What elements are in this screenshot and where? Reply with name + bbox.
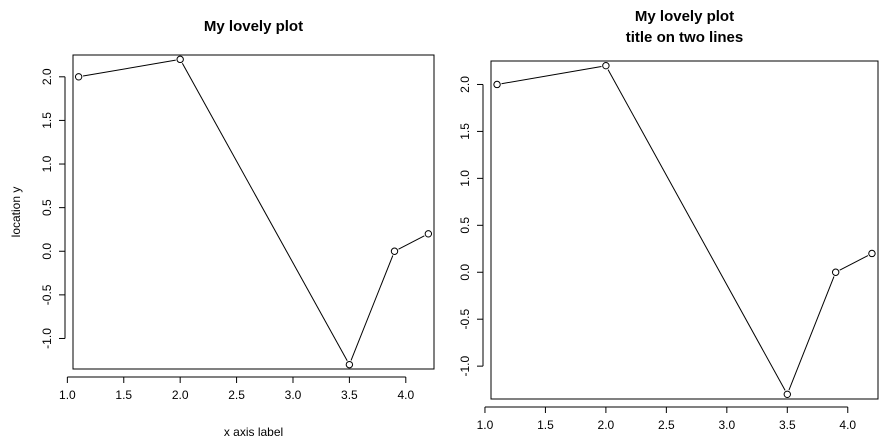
data-point [868,249,876,258]
y-tick-label: -1.0 [458,355,472,376]
series-line-segment [839,255,869,271]
series-line-segment [350,255,394,361]
series-line-segment [788,276,835,391]
x-tick-label: 1.5 [115,388,132,402]
chart-title: title on two lines [626,29,744,46]
y-axis-label: location y [9,187,23,238]
y-tick-label: 0.0 [40,243,54,260]
plot-frame [490,60,879,400]
data-point [345,360,354,369]
y-tick-label: -0.5 [40,284,54,305]
y-tick-label: 1.0 [40,155,54,172]
y-tick-label: 1.5 [458,123,472,140]
y-tick-label: 0.5 [458,217,472,234]
x-axis-label: x axis label [224,425,283,438]
series-line-segment [181,63,348,361]
data-point [783,390,791,399]
x-tick-label: 3.0 [285,388,302,402]
series-line-segment [398,235,425,250]
y-tick-label: -1.0 [40,328,54,349]
x-tick-label: 4.0 [397,388,414,402]
y-tick-label: -0.5 [458,309,472,330]
chart-title: My lovely plot [635,8,734,25]
data-point [831,268,840,276]
right-plot: My lovely plot title on two lines 1.0 1.5 2.… [458,8,879,432]
x-tick-label: 4.0 [839,418,856,432]
data-point [602,61,610,70]
y-tick-label: 2.0 [458,76,472,93]
x-tick-label: 3.0 [718,418,735,432]
x-tick-label: 3.5 [341,388,358,402]
plot-frame [72,54,435,370]
data-point [390,247,399,255]
x-tick-label: 2.5 [228,388,245,402]
x-tick-label: 1.5 [537,418,554,432]
y-tick-label: 1.5 [40,112,54,129]
x-tick-label: 3.5 [779,418,796,432]
x-tick-label: 1.0 [477,418,494,432]
y-tick-label: 1.0 [458,170,472,187]
x-tick-label: 2.5 [658,418,675,432]
y-tick-label: 2.0 [40,68,54,85]
data-point [424,230,433,238]
data-point [176,55,184,64]
data-point [493,80,501,89]
series-line-segment [607,69,786,391]
series-line-segment [82,59,176,77]
x-tick-label: 2.0 [172,388,189,402]
chart-title: My lovely plot [204,18,303,35]
x-tick-label: 2.0 [598,418,615,432]
x-tick-label: 1.0 [59,388,76,402]
y-tick-label: 0.5 [40,199,54,216]
series-line-segment [501,65,602,85]
left-plot: My lovely plot 1.0 1.5 2.0 2.5 3.0 3.5 4.0 -1.0 -… [9,18,435,438]
data-point [74,73,83,81]
y-tick-label: 0.0 [458,264,472,281]
